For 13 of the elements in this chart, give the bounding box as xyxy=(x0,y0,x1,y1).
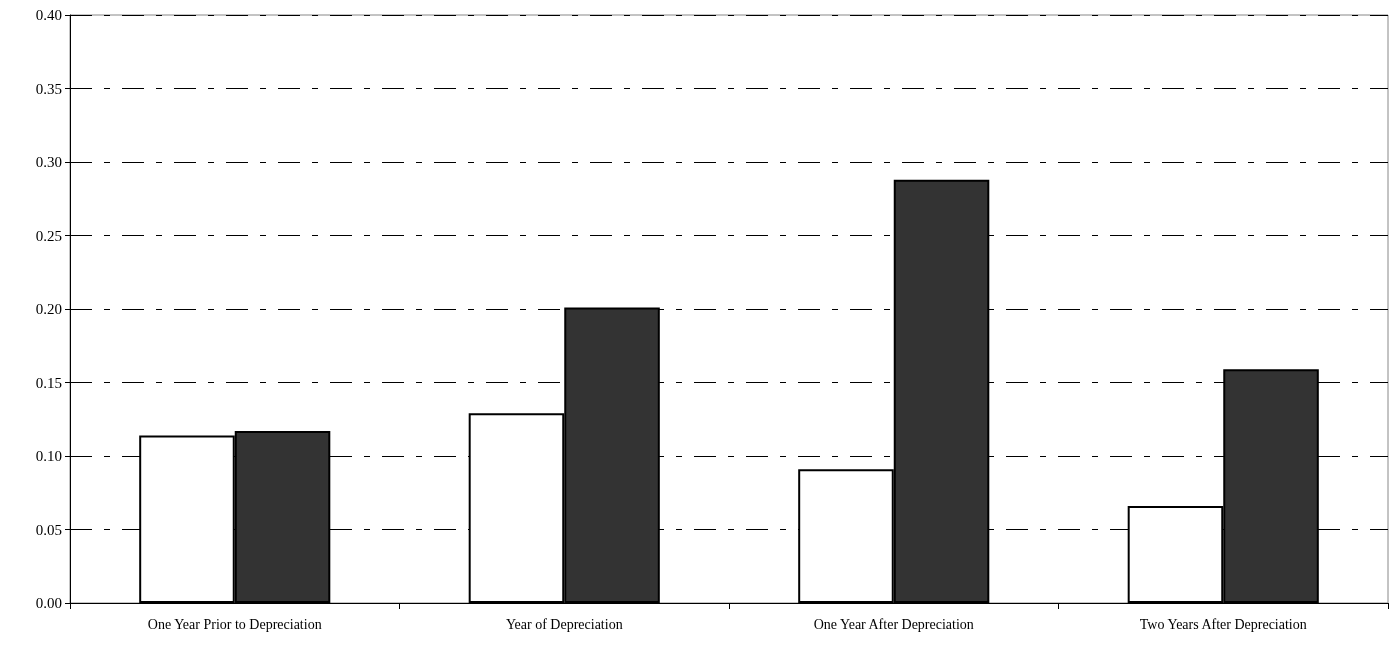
x-tick-label: Year of Depreciation xyxy=(505,616,623,632)
y-tick-label: 0.40 xyxy=(35,7,62,23)
y-tick-label: 0.10 xyxy=(35,448,62,464)
y-tick-label: 0.00 xyxy=(35,595,62,611)
x-tick-label: Two Years After Depreciation xyxy=(1139,616,1307,632)
x-tick-label: One Year After Depreciation xyxy=(813,616,974,632)
y-tick-label: 0.25 xyxy=(35,227,62,244)
y-tick-label: 0.30 xyxy=(35,154,62,170)
y-tick-label: 0.35 xyxy=(35,80,62,97)
y-tick-label: 0.20 xyxy=(35,301,62,317)
y-tick-label: 0.15 xyxy=(35,374,62,391)
x-tick-label: One Year Prior to Depreciation xyxy=(147,616,322,632)
y-tick-label: 0.05 xyxy=(35,521,62,538)
